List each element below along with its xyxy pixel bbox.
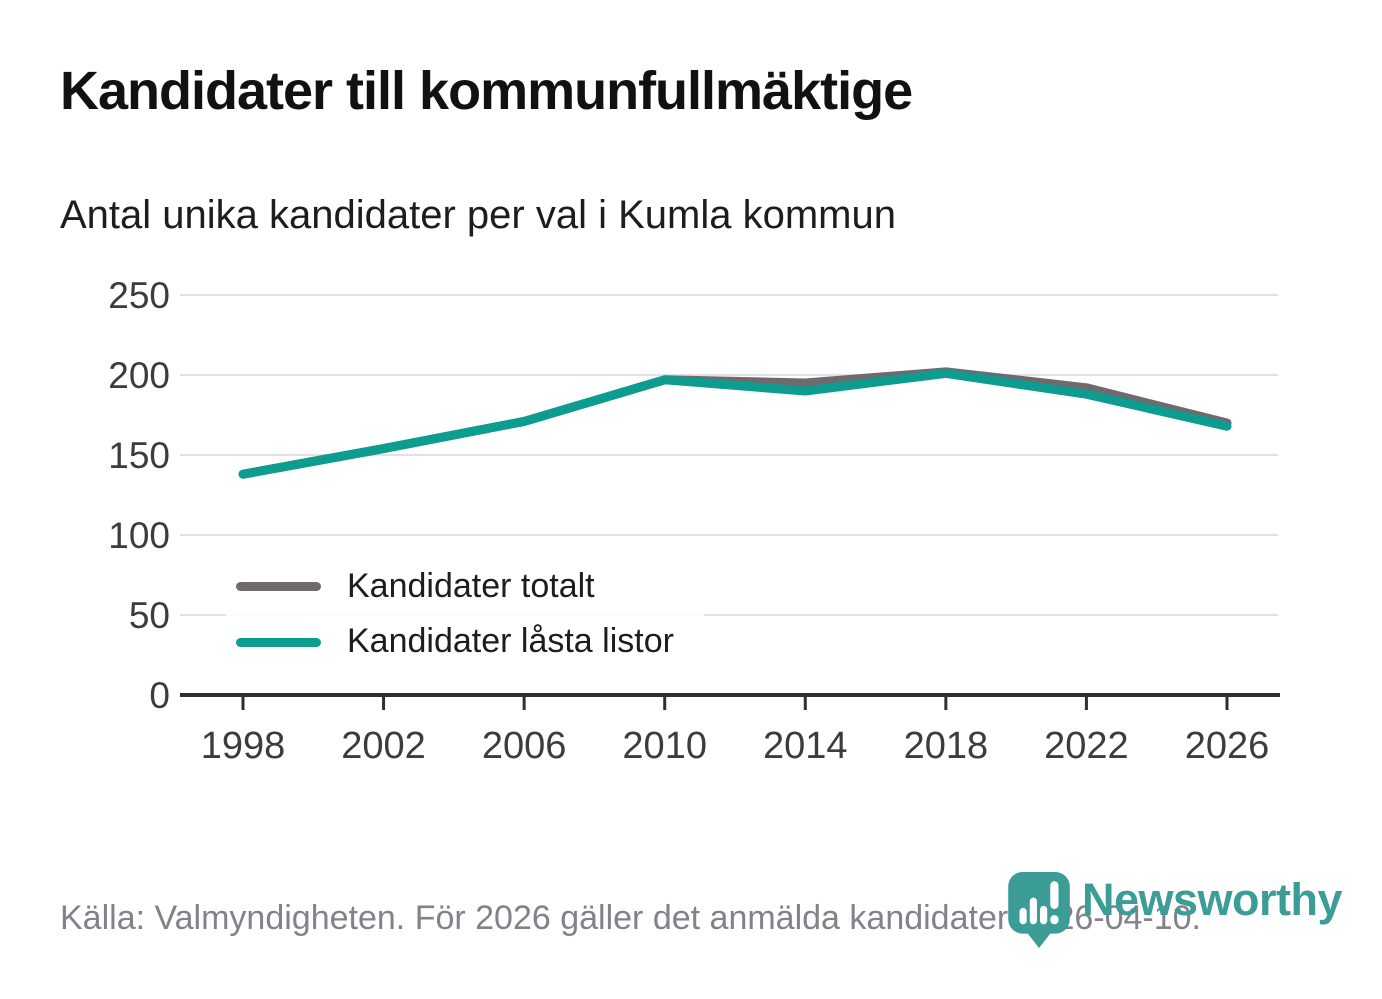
- svg-text:2002: 2002: [341, 725, 426, 767]
- legend-label: Kandidater totalt: [347, 567, 595, 605]
- legend: Kandidater totalt Kandidater låsta listo…: [226, 552, 704, 679]
- legend-swatch-teal: [236, 637, 321, 647]
- chart-subtitle: Antal unika kandidater per val i Kumla k…: [60, 193, 896, 237]
- svg-text:1998: 1998: [201, 725, 286, 767]
- svg-text:2010: 2010: [622, 725, 707, 767]
- chart-title: Kandidater till kommunfullmäktige: [60, 61, 913, 121]
- newsworthy-pin-icon: [1008, 872, 1070, 948]
- legend-label: Kandidater låsta listor: [347, 622, 674, 661]
- newsworthy-wordmark: Newsworthy: [1082, 874, 1343, 925]
- legend-item-totalt: Kandidater totalt: [236, 567, 674, 605]
- newsworthy-logo: Newsworthy: [1008, 872, 1343, 950]
- svg-text:2026: 2026: [1185, 725, 1270, 767]
- svg-text:2018: 2018: [904, 725, 989, 767]
- svg-text:100: 100: [108, 515, 170, 556]
- svg-text:50: 50: [129, 595, 170, 636]
- svg-text:2022: 2022: [1044, 725, 1129, 767]
- svg-text:250: 250: [108, 275, 170, 316]
- svg-text:0: 0: [149, 675, 170, 716]
- svg-text:2014: 2014: [763, 725, 848, 767]
- svg-text:2006: 2006: [482, 725, 567, 767]
- svg-text:200: 200: [108, 355, 170, 396]
- legend-swatch-gray: [236, 582, 321, 592]
- svg-text:150: 150: [108, 435, 170, 476]
- legend-item-lasta-listor: Kandidater låsta listor: [236, 622, 674, 661]
